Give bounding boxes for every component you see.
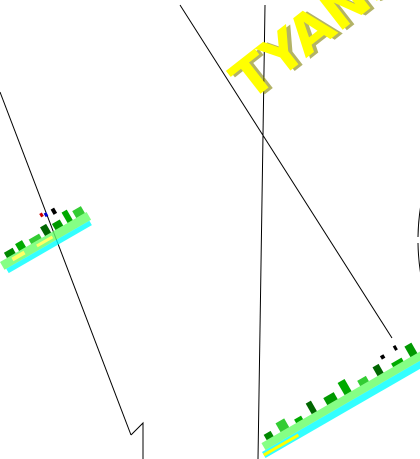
left-diagonal-line <box>0 91 132 436</box>
left-stamp-strip <box>0 206 92 274</box>
right-stamp-strip <box>261 342 420 459</box>
bottom-notch-line <box>130 421 144 459</box>
watermark-logo: TYANS TYANS <box>219 0 417 113</box>
right-diagonal-line <box>179 4 393 339</box>
center-vertical-line <box>257 4 266 459</box>
